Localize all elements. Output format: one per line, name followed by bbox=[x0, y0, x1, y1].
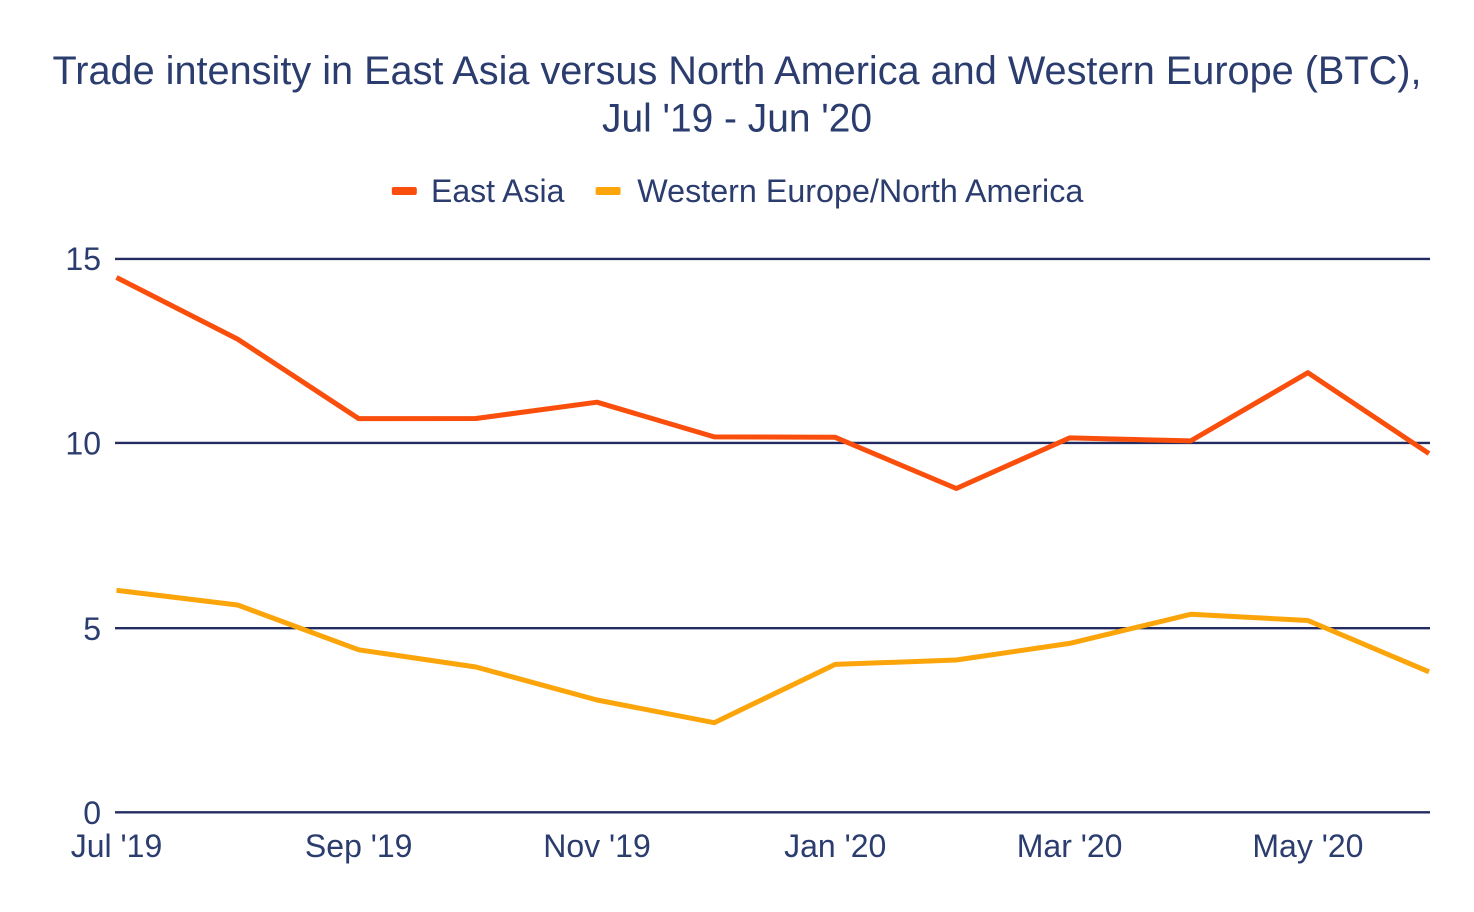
svg-text:Jan '20: Jan '20 bbox=[784, 828, 886, 864]
svg-text:Jul '19: Jul '19 bbox=[71, 828, 163, 864]
svg-text:5: 5 bbox=[83, 611, 101, 647]
svg-text:Nov '19: Nov '19 bbox=[543, 828, 651, 864]
svg-text:Mar '20: Mar '20 bbox=[1017, 828, 1123, 864]
svg-text:East Asia: East Asia bbox=[431, 173, 565, 209]
svg-text:15: 15 bbox=[65, 241, 101, 277]
svg-text:Trade intensity in East Asia v: Trade intensity in East Asia versus Nort… bbox=[53, 49, 1422, 93]
svg-text:Jul '19 - Jun '20: Jul '19 - Jun '20 bbox=[602, 97, 872, 141]
svg-text:Sep '19: Sep '19 bbox=[305, 828, 413, 864]
svg-text:Western Europe/North America: Western Europe/North America bbox=[637, 173, 1083, 209]
svg-text:0: 0 bbox=[83, 795, 101, 831]
svg-text:May '20: May '20 bbox=[1252, 828, 1363, 864]
svg-text:10: 10 bbox=[65, 426, 101, 462]
